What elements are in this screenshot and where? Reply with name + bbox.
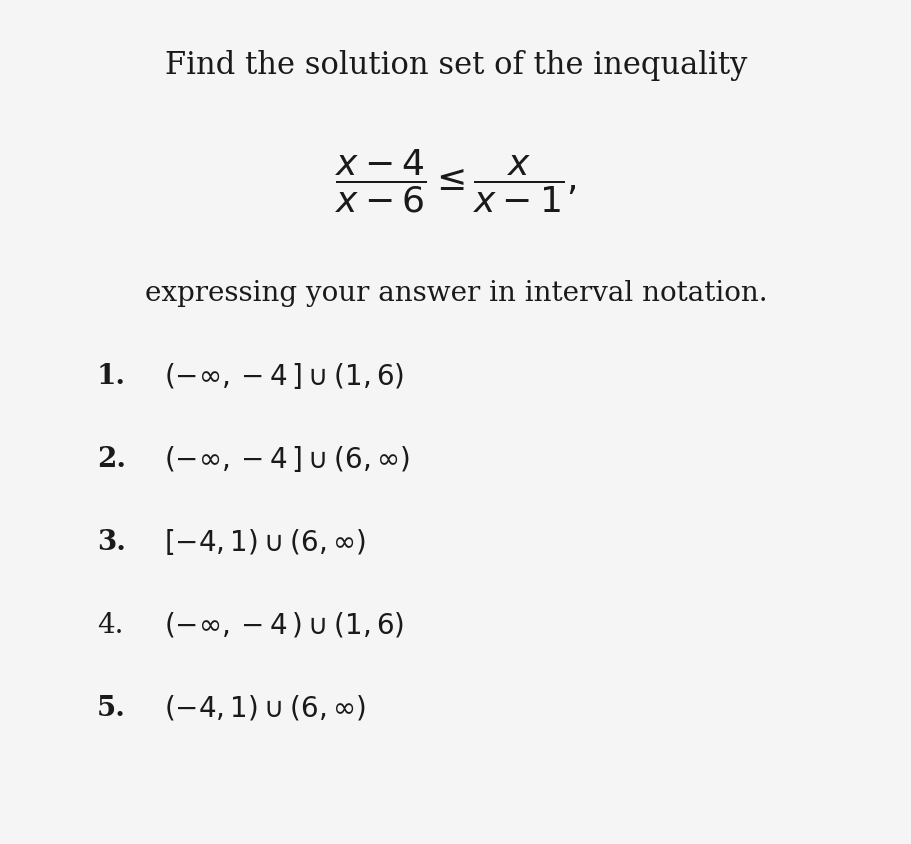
Text: Find the solution set of the inequality: Find the solution set of the inequality — [165, 50, 746, 80]
Text: 1.: 1. — [97, 363, 126, 390]
Text: $(-\infty, -4\,] \cup (1, 6)$: $(-\infty, -4\,] \cup (1, 6)$ — [164, 361, 404, 392]
Text: 4.: 4. — [97, 612, 123, 639]
Text: $\dfrac{x-4}{x-6} \leq \dfrac{x}{x-1},$: $\dfrac{x-4}{x-6} \leq \dfrac{x}{x-1},$ — [334, 148, 577, 215]
Text: 2.: 2. — [97, 446, 126, 473]
Text: 3.: 3. — [97, 529, 126, 556]
Text: $(-\infty, -4\,] \cup (6, \infty)$: $(-\infty, -4\,] \cup (6, \infty)$ — [164, 444, 409, 474]
Text: $[-4, 1) \cup (6, \infty)$: $[-4, 1) \cup (6, \infty)$ — [164, 528, 365, 557]
Text: $(-4, 1) \cup (6, \infty)$: $(-4, 1) \cup (6, \infty)$ — [164, 694, 365, 723]
Text: $(-\infty, -4\,) \cup (1, 6)$: $(-\infty, -4\,) \cup (1, 6)$ — [164, 611, 404, 640]
Text: 5.: 5. — [97, 695, 126, 722]
Text: expressing your answer in interval notation.: expressing your answer in interval notat… — [145, 280, 766, 307]
